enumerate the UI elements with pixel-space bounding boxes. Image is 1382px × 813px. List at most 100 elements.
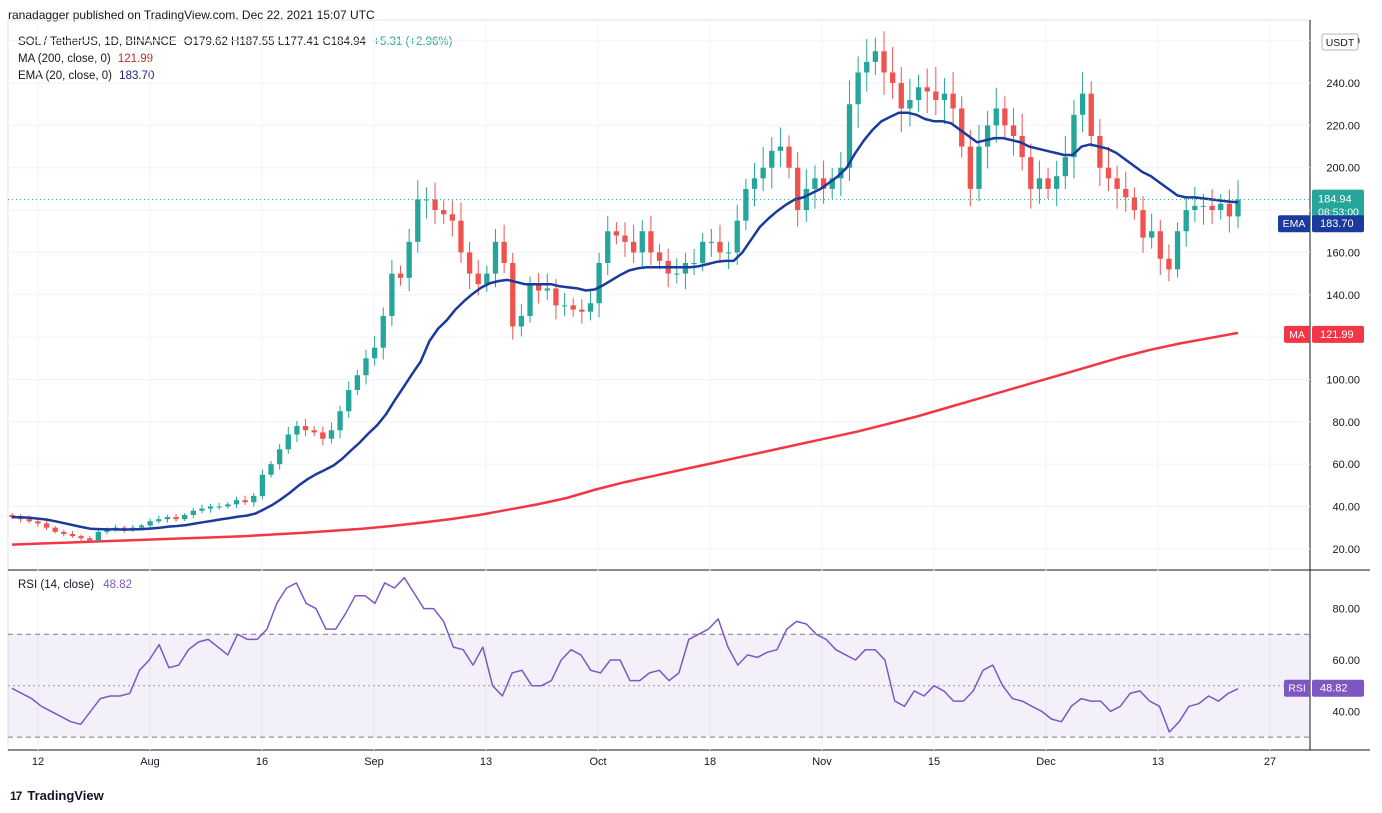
price-tick-label: 100.00: [1326, 374, 1360, 386]
candle-body: [976, 146, 982, 189]
rsi-band: [8, 633, 1310, 738]
candle-body: [389, 273, 395, 316]
candle-body: [760, 167, 766, 179]
ma-value: 121.99: [117, 53, 154, 65]
candle-body: [1209, 205, 1215, 211]
candle-body: [164, 517, 171, 520]
footer-brand[interactable]: 17 TradingView: [10, 788, 104, 803]
candle-body: [354, 375, 361, 391]
candle-body: [1079, 93, 1086, 115]
candle-body: [190, 510, 196, 515]
candles: [9, 31, 1241, 543]
ohlc-values: O179.62 H187.55 L177.41 C184.94: [183, 36, 366, 48]
candle-body: [933, 91, 939, 100]
time-tick-label: 13: [480, 756, 492, 768]
grid-lines: [7, 19, 1370, 751]
symbol-label: SOL / TetherUS, 1D, BINANCE: [18, 36, 177, 48]
candle-body: [587, 303, 594, 312]
candle-body: [579, 309, 585, 312]
candle-body: [527, 284, 533, 316]
time-tick-label: Aug: [140, 756, 160, 768]
candle-body: [596, 263, 602, 304]
rsi-tick-label: 40.00: [1332, 706, 1360, 718]
candle-body: [1192, 205, 1198, 211]
ema-tag-name-box: [1278, 215, 1310, 233]
time-tick-label: 16: [256, 756, 268, 768]
candle-body: [156, 519, 162, 522]
ma-tag-name: MA: [1289, 329, 1305, 341]
candle-body: [855, 72, 861, 105]
candle-body: [864, 61, 870, 73]
candle-body: [881, 51, 887, 73]
legend-ema-row[interactable]: EMA (20, close, 0) 183.70: [18, 68, 456, 85]
candle-body: [449, 214, 455, 221]
candle-body: [734, 220, 740, 253]
price-tick-label: 200.00: [1326, 163, 1360, 175]
candle-body: [1149, 231, 1155, 238]
candle-body: [492, 241, 499, 274]
chart-legend[interactable]: SOL / TetherUS, 1D, BINANCE O179.62 H187…: [18, 34, 456, 85]
ma-label: MA (200, close, 0): [18, 53, 111, 65]
candle-body: [1166, 258, 1172, 270]
candle-body: [786, 146, 792, 168]
candle-body: [173, 517, 179, 520]
legend-ma-row[interactable]: MA (200, close, 0) 121.99: [18, 51, 456, 68]
candle-body: [1062, 157, 1068, 177]
candle-body: [397, 273, 404, 278]
candle-body: [484, 273, 490, 285]
candle-body: [302, 426, 309, 431]
candle-body: [61, 531, 67, 535]
candle-body: [708, 241, 714, 243]
candle-body: [1028, 157, 1034, 189]
ma-line: [11, 331, 1239, 546]
candle-body: [346, 390, 352, 412]
candle-body: [1036, 178, 1043, 189]
candle-body: [475, 273, 481, 285]
price-tick-label: 160.00: [1326, 247, 1360, 259]
rsi-legend[interactable]: RSI (14, close) 48.82: [18, 579, 132, 591]
rsi-label: RSI (14, close): [18, 579, 95, 591]
price-tick-label: 240.00: [1326, 78, 1360, 90]
candle-body: [458, 220, 464, 253]
candle-body: [941, 93, 948, 100]
candle-body: [769, 150, 775, 168]
candle-body: [406, 241, 412, 278]
candle-body: [294, 426, 300, 435]
time-tick-label: 15: [928, 756, 940, 768]
candle-body: [536, 284, 542, 291]
candle-body: [259, 474, 266, 496]
candle-body: [466, 252, 473, 274]
candle-body: [380, 315, 386, 348]
candle-body: [1226, 203, 1233, 217]
candle-body: [95, 531, 101, 541]
candle-body: [311, 430, 317, 433]
price-tick-label: 80.00: [1332, 417, 1360, 429]
candle-body: [87, 538, 93, 541]
candle-body: [656, 252, 663, 261]
candle-body: [432, 199, 438, 211]
candle-body: [795, 167, 801, 211]
candle-body: [52, 527, 58, 532]
candle-body: [1235, 199, 1241, 217]
tradingview-logo-icon: 17: [10, 788, 22, 803]
candle-body: [251, 495, 257, 503]
price-tick-label: 140.00: [1326, 290, 1360, 302]
candle-body: [1131, 197, 1138, 211]
candle-body: [35, 521, 41, 524]
candle-body: [1010, 125, 1017, 136]
candle-body: [1218, 203, 1224, 211]
price-chart[interactable]: 20.0040.0060.0080.00100.00120.00140.0016…: [0, 0, 1382, 780]
candle-body: [441, 210, 447, 215]
candle-body: [216, 506, 222, 508]
ema-tag-value: 183.70: [1320, 218, 1354, 230]
candle-body: [182, 514, 188, 520]
candle-body: [233, 500, 240, 505]
candle-body: [553, 288, 559, 306]
legend-symbol-row[interactable]: SOL / TetherUS, 1D, BINANCE O179.62 H187…: [18, 34, 456, 51]
candle-body: [561, 305, 568, 307]
candle-body: [9, 514, 15, 518]
price-change: +5.31 (+2.96%): [373, 36, 453, 48]
candle-body: [415, 199, 421, 242]
candle-body: [803, 188, 809, 211]
